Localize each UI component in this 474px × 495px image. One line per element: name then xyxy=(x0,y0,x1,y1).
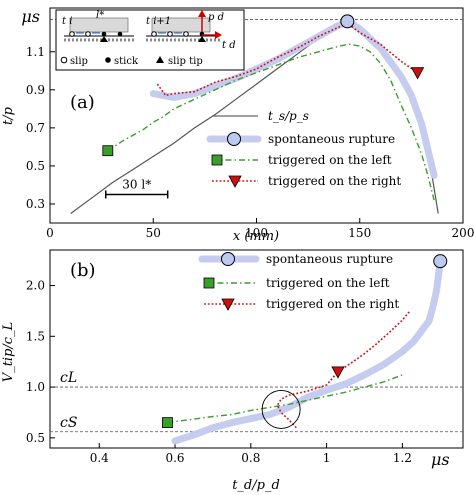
ytick-label: 1.5 xyxy=(26,329,45,343)
panel-a-xlabel: x (mm) xyxy=(233,229,279,244)
xtick-label: 1.2 xyxy=(393,451,412,465)
legend-a-left: triggered on the left xyxy=(268,153,392,167)
series-marker xyxy=(102,145,114,157)
inset-schematic: t i l* t i+1 p d t d slip stick xyxy=(55,9,245,71)
panel-b-legend: spontaneous rupture triggered on the lef… xyxy=(198,252,399,311)
inset-td-label: t d xyxy=(222,40,236,51)
xtick-label: 200 xyxy=(452,226,474,240)
panel-a-ylabel: t/p xyxy=(1,106,16,125)
legend-b-right: triggered on the right xyxy=(266,297,399,311)
panel-a-series xyxy=(70,17,439,214)
ytick-label: 0.3 xyxy=(26,197,45,211)
series-marker xyxy=(162,417,173,429)
ytick-label: 0.5 xyxy=(26,431,45,445)
inset-pd-label: p d xyxy=(208,12,224,23)
panel-b-ticks: 0.4 0.6 0.8 1 1.2 0.5 1.0 1.5 2.0 xyxy=(26,279,412,465)
panel-a-markers xyxy=(102,14,425,157)
xtick-label: 0.8 xyxy=(241,451,260,465)
xtick-label: 0.6 xyxy=(165,451,184,465)
series-line xyxy=(276,310,411,429)
inset-ti1-label: t i+1 xyxy=(146,16,171,27)
legend-a-ts-ps: t_s/p_s xyxy=(268,109,309,123)
series-line xyxy=(167,374,403,424)
legend-a-spontaneous: spontaneous rupture xyxy=(268,132,395,146)
panel-a: 0 50 100 150 200 0.3 0.5 0.7 0.9 1.1 μs (a) x (mm… xyxy=(1,7,474,244)
ytick-label: 2.0 xyxy=(26,279,45,293)
panel-a-ytick-mus: μs xyxy=(21,7,40,26)
ytick-label: 0.7 xyxy=(26,121,45,135)
series-line xyxy=(107,43,435,201)
inset-legend-slip-tip: slip tip xyxy=(168,56,203,67)
legend-b-spontaneous: spontaneous rupture xyxy=(266,252,393,266)
panel-b-label: (b) xyxy=(70,260,96,281)
scale-bar-label: 30 l* xyxy=(122,177,151,191)
panel-b-reference-lines xyxy=(50,386,463,433)
xtick-label: 0.4 xyxy=(90,451,109,465)
inset-lstar-label: l* xyxy=(96,10,104,21)
ytick-label: 1.1 xyxy=(26,45,45,59)
panel-b: 0.4 0.6 0.8 1 1.2 0.5 1.0 1.5 2.0 (b) t_d/p_d V_… xyxy=(1,249,464,493)
xtick-label: 150 xyxy=(348,226,371,240)
series-marker xyxy=(433,254,448,269)
inset-ti-label: t i xyxy=(62,16,72,27)
xtick-label: 1 xyxy=(323,451,331,465)
ytick-label: 0.5 xyxy=(26,159,45,173)
panel-b-xtick-mus: μs xyxy=(431,450,450,469)
panel-b-circle-annotation xyxy=(261,389,301,429)
inset-legend-stick: stick xyxy=(114,56,139,67)
ytick-label: 1.0 xyxy=(26,380,45,394)
series-line xyxy=(171,257,444,445)
legend-a-right: triggered on the right xyxy=(268,174,401,188)
series-marker xyxy=(410,67,425,80)
panel-b-cl-label: cL xyxy=(60,370,77,386)
panel-a-legend: t_s/p_s spontaneous rupture triggered on… xyxy=(206,109,401,188)
panel-b-cs-label: cS xyxy=(60,415,77,431)
scale-bar: 30 l* xyxy=(105,177,169,199)
legend-b-left: triggered on the left xyxy=(266,276,390,290)
xtick-label: 100 xyxy=(245,226,268,240)
panel-b-series xyxy=(167,257,444,445)
panel-a-label: (a) xyxy=(70,92,95,113)
ytick-label: 0.9 xyxy=(26,83,45,97)
panel-b-markers xyxy=(162,254,448,429)
panel-a-ticks: 0 50 100 150 200 0.3 0.5 0.7 0.9 1.1 xyxy=(26,45,474,240)
panel-b-ylabel: V_tip/c_L xyxy=(1,322,16,382)
panel-b-frame xyxy=(49,249,464,449)
panel-b-xlabel: t_d/p_d xyxy=(232,478,280,493)
series-marker xyxy=(331,366,345,379)
xtick-label: 0 xyxy=(46,226,54,240)
xtick-label: 50 xyxy=(146,226,161,240)
inset-legend-slip: slip xyxy=(70,56,88,67)
series-marker xyxy=(340,14,355,29)
